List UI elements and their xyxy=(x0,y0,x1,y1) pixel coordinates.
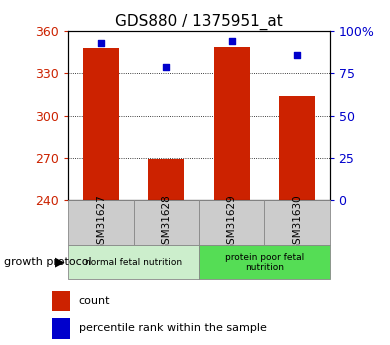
Text: growth protocol: growth protocol xyxy=(4,257,92,267)
Text: percentile rank within the sample: percentile rank within the sample xyxy=(79,323,267,333)
Text: normal fetal nutrition: normal fetal nutrition xyxy=(85,258,182,267)
Bar xyxy=(52,290,70,311)
Text: ▶: ▶ xyxy=(55,256,64,269)
Point xyxy=(294,52,300,58)
Title: GDS880 / 1375951_at: GDS880 / 1375951_at xyxy=(115,13,283,30)
Text: count: count xyxy=(79,296,110,306)
Text: GSM31628: GSM31628 xyxy=(161,194,171,251)
FancyBboxPatch shape xyxy=(199,200,264,245)
Bar xyxy=(83,48,119,200)
Bar xyxy=(214,47,250,200)
Text: GSM31630: GSM31630 xyxy=(292,194,302,251)
FancyBboxPatch shape xyxy=(133,200,199,245)
Point xyxy=(98,40,104,46)
Bar xyxy=(148,159,184,200)
FancyBboxPatch shape xyxy=(264,200,330,245)
Bar xyxy=(52,318,70,339)
Bar xyxy=(279,96,315,200)
Text: protein poor fetal
nutrition: protein poor fetal nutrition xyxy=(225,253,304,272)
Point xyxy=(229,38,235,44)
FancyBboxPatch shape xyxy=(68,245,199,279)
Point xyxy=(163,64,169,69)
FancyBboxPatch shape xyxy=(199,245,330,279)
Text: GSM31629: GSM31629 xyxy=(227,194,237,251)
Text: GSM31627: GSM31627 xyxy=(96,194,106,251)
FancyBboxPatch shape xyxy=(68,200,133,245)
